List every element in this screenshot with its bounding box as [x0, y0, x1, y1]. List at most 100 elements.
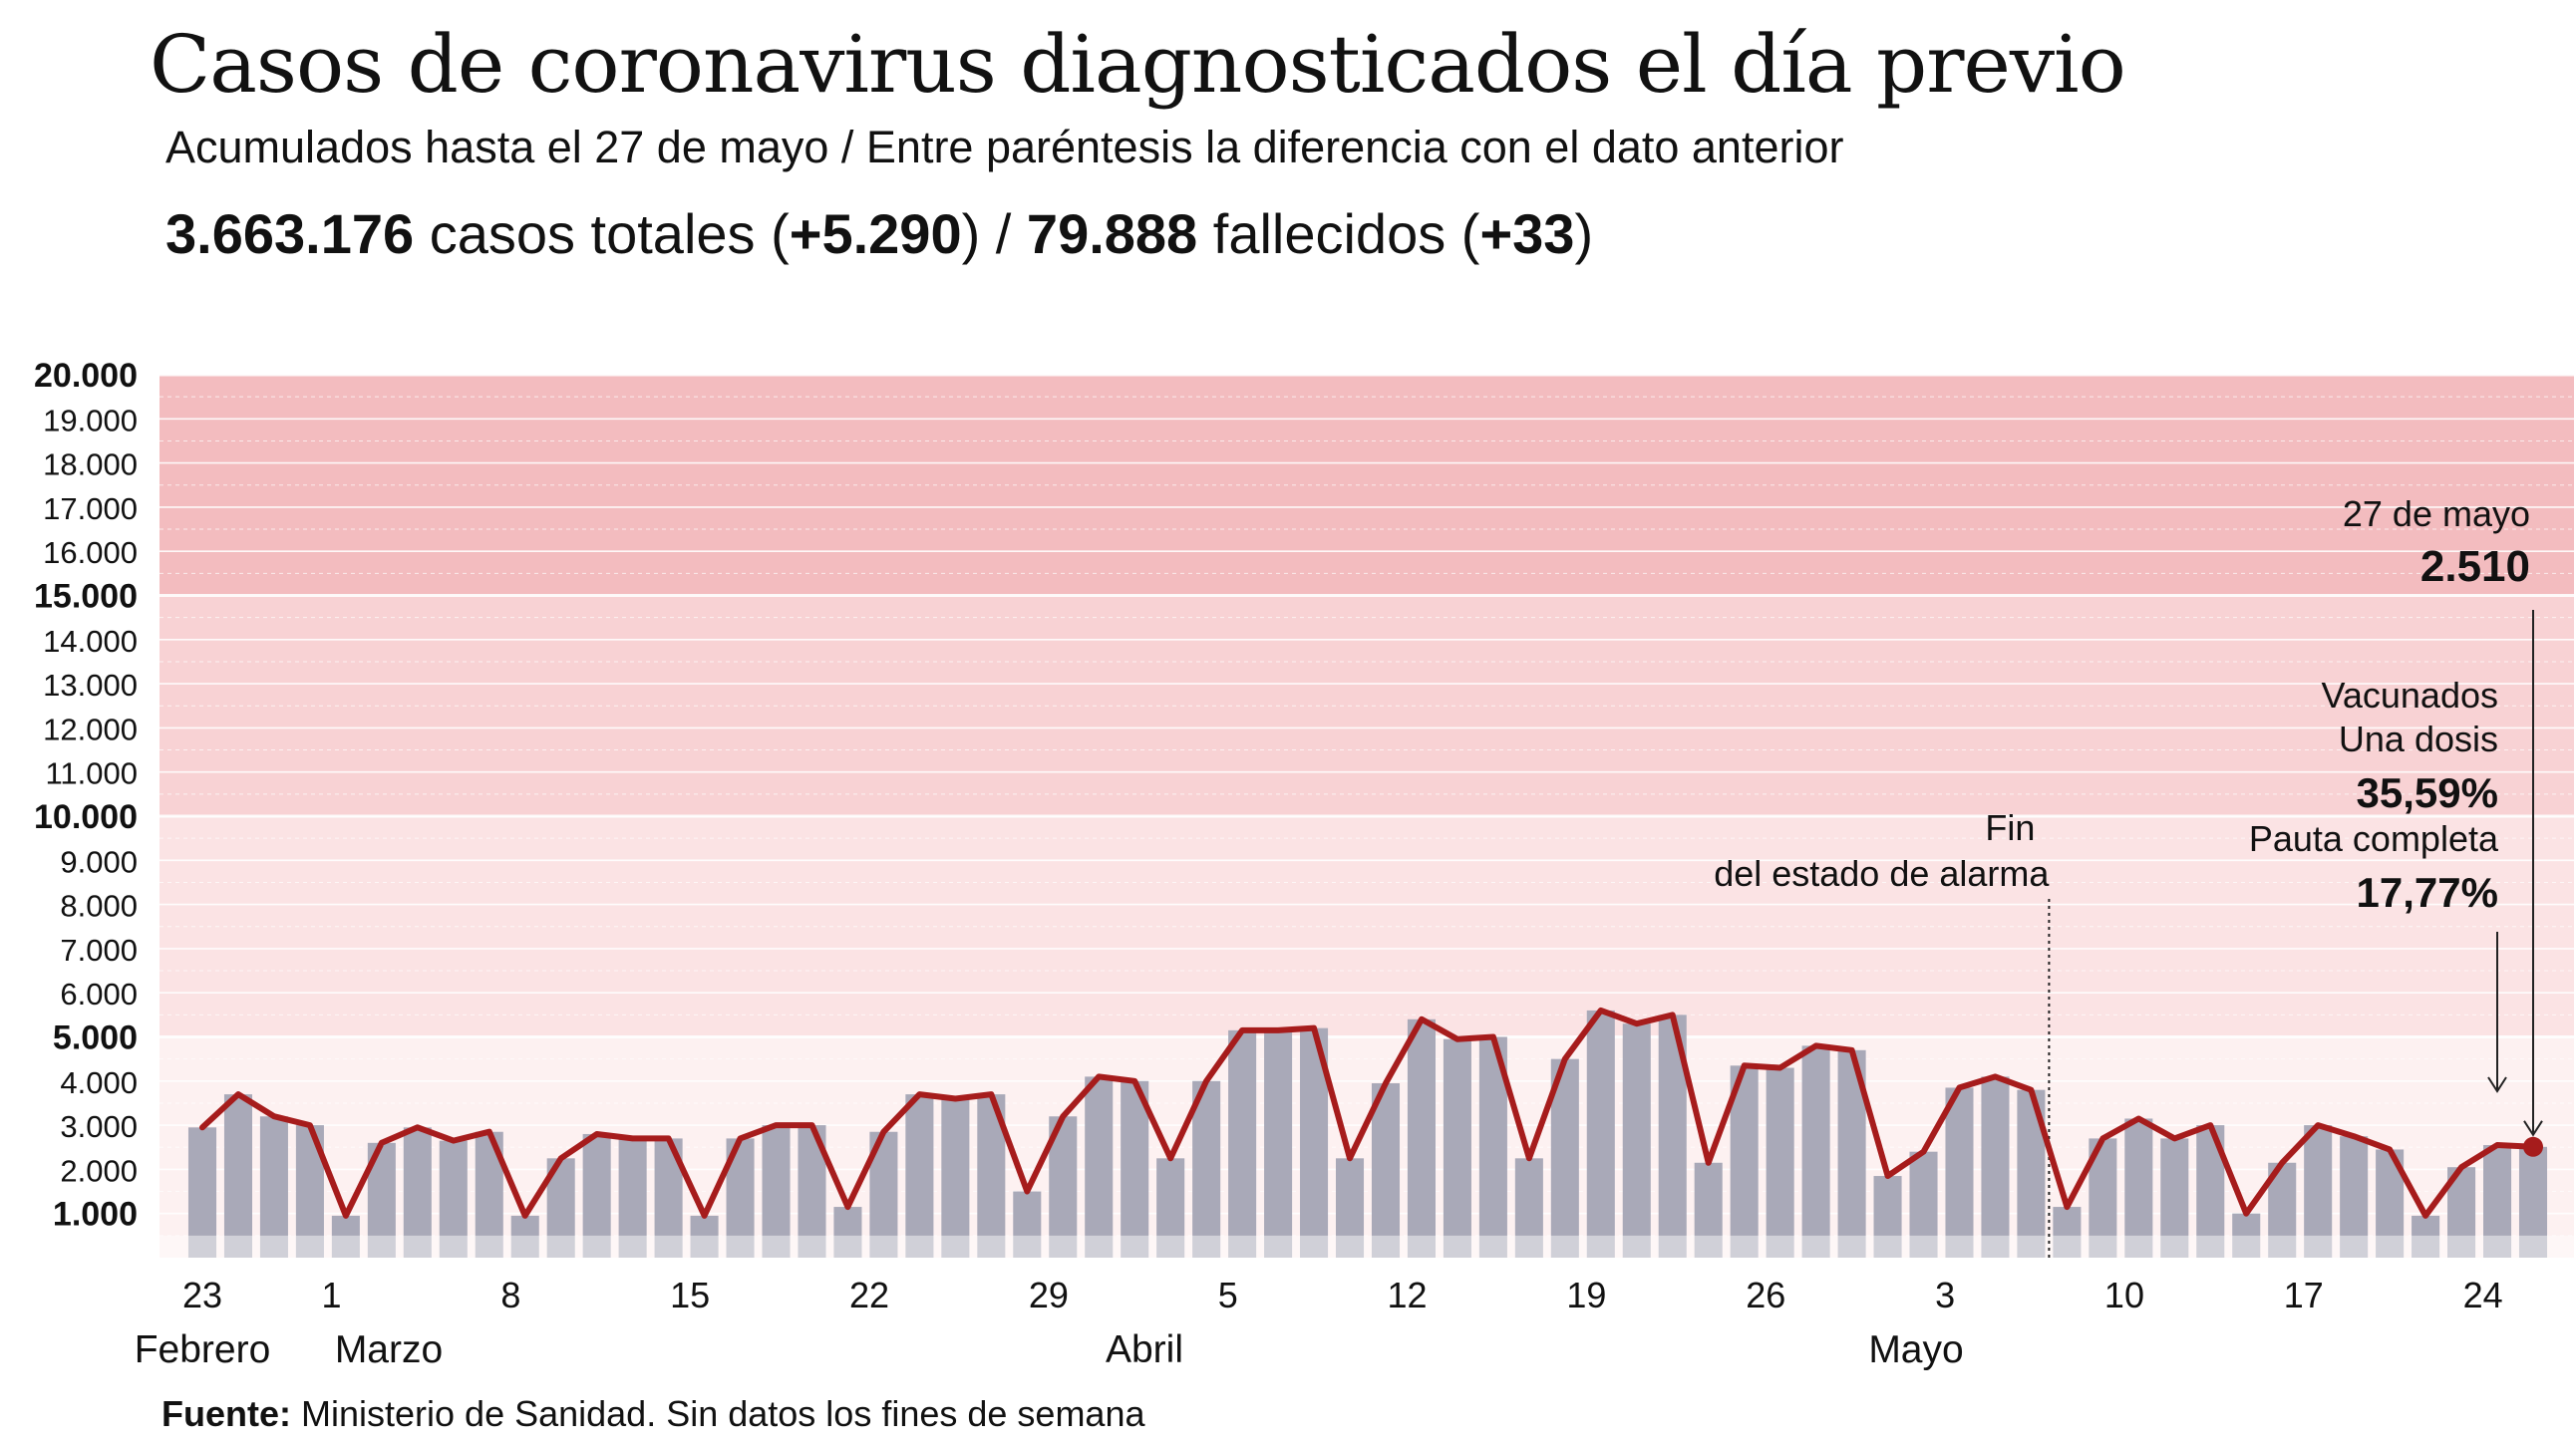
chart-title: Casos de coronavirus diagnosticados el d… — [150, 18, 2126, 111]
y-axis-ticks: 1.000 2.000 3.000 4.000 5.000 6.000 7.000 8.000… — [34, 357, 138, 1234]
y-tick-label: 9.000 — [60, 844, 138, 879]
y-tick-label: 13.000 — [43, 668, 138, 703]
bar — [2304, 1125, 2333, 1258]
bar — [1192, 1080, 1221, 1258]
y-tick-label: 20.000 — [34, 357, 138, 395]
bar — [331, 1215, 360, 1258]
vaccinated-title: Vacunados — [2322, 675, 2498, 716]
x-tick-label: 17 — [2284, 1275, 2324, 1315]
y-tick-label: 11.000 — [45, 756, 138, 791]
bar — [2124, 1118, 2153, 1258]
new-cases: +5.290 — [789, 202, 962, 265]
new-deaths: +33 — [1479, 202, 1575, 265]
deaths-label: fallecidos ( — [1197, 202, 1480, 265]
bar — [1371, 1083, 1401, 1258]
x-tick-label: 5 — [1218, 1275, 1238, 1315]
total-deaths: 79.888 — [1026, 202, 1198, 265]
total-cases: 3.663.176 — [165, 202, 415, 265]
bar — [582, 1133, 611, 1258]
y-tick-label: 14.000 — [43, 624, 138, 659]
bar — [2053, 1207, 2082, 1258]
x-tick-label: 8 — [500, 1275, 520, 1315]
vaccination-arrow — [2487, 932, 2507, 1093]
bar — [1622, 1023, 1651, 1258]
chart: 1.000 2.000 3.000 4.000 5.000 6.000 7.000 8.000… — [34, 357, 2574, 1371]
bar — [941, 1098, 970, 1258]
bar — [187, 1127, 217, 1258]
bar — [2483, 1145, 2512, 1258]
chart-subtitle: Acumulados hasta el 27 de mayo / Entre p… — [165, 122, 1844, 172]
last-date-label: 27 de mayo — [2343, 493, 2530, 534]
y-tick-label: 1.000 — [53, 1196, 138, 1234]
x-tick-label: 10 — [2104, 1275, 2144, 1315]
x-tick-label: 1 — [321, 1275, 341, 1315]
alarm-label-line1: Fin — [1985, 807, 2035, 848]
y-tick-label: 4.000 — [60, 1065, 138, 1100]
x-tick-label: 22 — [849, 1275, 889, 1315]
bar — [1228, 1029, 1257, 1258]
y-tick-label: 7.000 — [60, 933, 138, 968]
x-tick-label: 23 — [182, 1275, 222, 1315]
x-tick-label: 29 — [1029, 1275, 1069, 1315]
x-tick-label: 3 — [1935, 1275, 1955, 1315]
y-tick-label: 18.000 — [43, 447, 138, 482]
x-tick-label: 26 — [1746, 1275, 1785, 1315]
bar — [762, 1125, 791, 1258]
bar — [1156, 1158, 1185, 1258]
full-schedule-value: 17,77% — [2357, 869, 2498, 916]
bar — [905, 1094, 934, 1258]
month-label: Marzo — [335, 1328, 443, 1371]
series-line — [199, 1007, 2536, 1219]
bar — [2412, 1215, 2440, 1258]
bar — [403, 1127, 432, 1258]
bar — [1443, 1038, 1471, 1258]
source-label: Fuente: — [161, 1393, 291, 1434]
bar — [2340, 1136, 2369, 1258]
bar — [1586, 1010, 1615, 1258]
x-tick-label: 19 — [1566, 1275, 1606, 1315]
bar — [833, 1207, 862, 1258]
bar — [1264, 1029, 1293, 1258]
y-tick-label: 12.000 — [43, 712, 138, 746]
bar — [2518, 1146, 2548, 1258]
x-tick-label: 12 — [1388, 1275, 1428, 1315]
y-tick-label: 3.000 — [60, 1109, 138, 1144]
y-tick-label: 6.000 — [60, 977, 138, 1012]
y-tick-label: 15.000 — [34, 578, 138, 616]
bar — [2160, 1138, 2189, 1258]
totals-close: ) — [1574, 202, 1594, 265]
month-label: Abril — [1106, 1328, 1183, 1371]
bar — [1801, 1045, 1830, 1258]
bar — [1909, 1151, 1938, 1258]
total-cases-label: casos totales ( — [414, 202, 790, 265]
month-labels: Febrero Marzo Abril Mayo — [135, 1328, 1964, 1371]
full-schedule-label: Pauta completa — [2249, 818, 2499, 859]
bar — [510, 1215, 539, 1258]
x-axis-ticks: 23 1 8 15 22 29 5 12 19 26 3 10 17 24 — [182, 1275, 2503, 1315]
alarm-label-line2: del estado de alarma — [1714, 853, 2050, 894]
month-label: Febrero — [135, 1328, 271, 1371]
bar — [439, 1140, 468, 1258]
bar — [1013, 1191, 1042, 1258]
totals-separator: ) / — [961, 202, 1027, 265]
value-arrow — [2523, 610, 2543, 1137]
bar — [1873, 1176, 1902, 1258]
y-tick-label: 5.000 — [53, 1019, 138, 1057]
y-tick-label: 8.000 — [60, 889, 138, 924]
bar — [1085, 1076, 1114, 1258]
bar — [1945, 1087, 1974, 1258]
bar — [618, 1138, 647, 1258]
bar — [1514, 1158, 1543, 1258]
y-tick-label: 2.000 — [60, 1153, 138, 1188]
bar — [1407, 1018, 1436, 1258]
bar — [1335, 1158, 1365, 1258]
one-dose-label: Una dosis — [2339, 719, 2498, 759]
bar — [1694, 1162, 1723, 1258]
bar — [259, 1116, 288, 1258]
month-label: Mayo — [1868, 1328, 1963, 1371]
last-value-label: 2.510 — [2420, 542, 2530, 591]
arrow-head — [2487, 1076, 2507, 1093]
bar — [2232, 1213, 2261, 1258]
baseline-fade — [160, 1235, 2574, 1258]
y-tick-label: 16.000 — [43, 535, 138, 570]
